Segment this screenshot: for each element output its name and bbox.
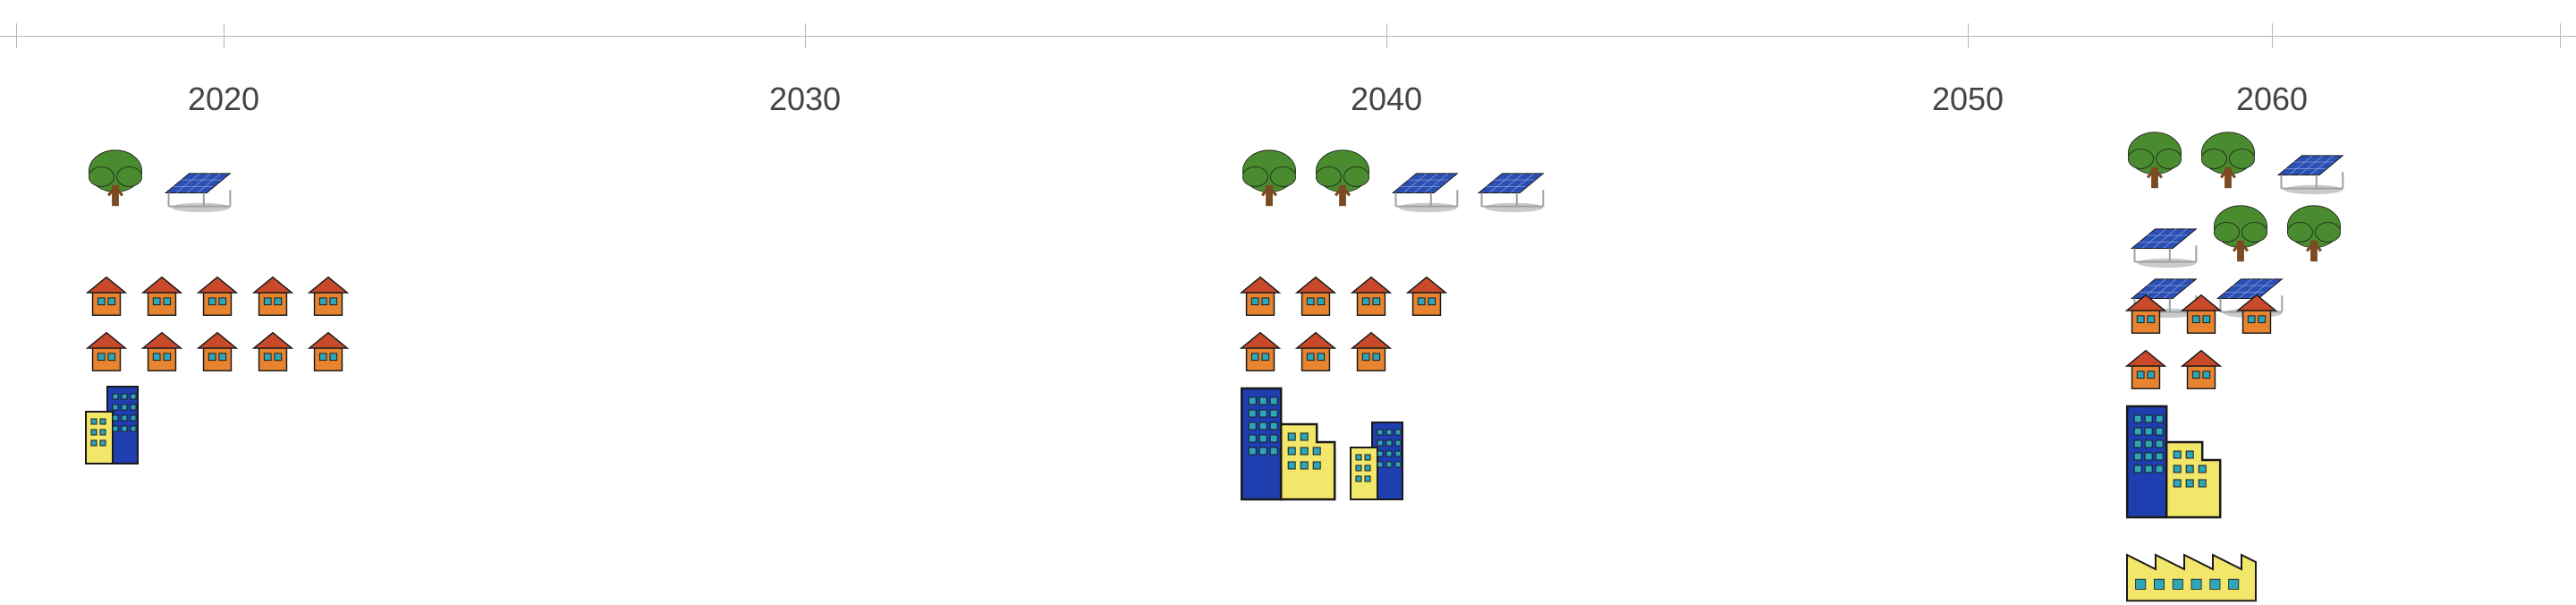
house-icon bbox=[2120, 286, 2172, 338]
year-label: 2060 bbox=[2236, 81, 2308, 118]
house-icon bbox=[2175, 342, 2227, 394]
timeline-axis bbox=[0, 36, 2576, 37]
house-icon bbox=[1234, 324, 1286, 376]
tree-icon bbox=[2279, 199, 2349, 268]
year-label: 2020 bbox=[188, 81, 259, 118]
tree-icon bbox=[2120, 125, 2190, 195]
house-icon bbox=[247, 324, 299, 376]
year-label: 2050 bbox=[1932, 81, 2004, 118]
tree-icon bbox=[1234, 143, 1304, 213]
timeline-tick bbox=[2272, 23, 2273, 48]
timeline-end-tick-right bbox=[2560, 23, 2561, 48]
house-icon bbox=[136, 324, 188, 376]
house-icon bbox=[1290, 268, 1342, 320]
building-icon bbox=[80, 379, 143, 469]
building-icon bbox=[1234, 379, 1342, 505]
solar-panel-icon bbox=[1467, 166, 1549, 213]
house-icon bbox=[2120, 342, 2172, 394]
icon-row bbox=[2120, 286, 2327, 605]
solar-panel-icon bbox=[2267, 149, 2349, 195]
house-icon bbox=[1345, 324, 1397, 376]
house-icon bbox=[80, 268, 132, 320]
house-icon bbox=[1401, 268, 1453, 320]
solar-panel-icon bbox=[2120, 222, 2202, 268]
house-icon bbox=[302, 268, 354, 320]
tree-icon bbox=[80, 143, 150, 213]
timeline-tick bbox=[224, 23, 225, 48]
year-label: 2030 bbox=[769, 81, 841, 118]
timeline-tick bbox=[1386, 23, 1387, 48]
solar-panel-icon bbox=[1381, 166, 1463, 213]
house-icon bbox=[1345, 268, 1397, 320]
timeline-tick bbox=[805, 23, 806, 48]
solar-panel-icon bbox=[154, 166, 236, 213]
icon-row bbox=[80, 268, 402, 469]
year-label: 2040 bbox=[1351, 81, 1422, 118]
tree-icon bbox=[2193, 125, 2263, 195]
tree-icon bbox=[1308, 143, 1377, 213]
timeline-end-tick-left bbox=[16, 23, 17, 48]
building-icon bbox=[1345, 415, 1408, 505]
house-icon bbox=[191, 268, 243, 320]
house-icon bbox=[302, 324, 354, 376]
factory-icon bbox=[2120, 526, 2263, 605]
icon-row bbox=[1234, 143, 1549, 213]
house-icon bbox=[2231, 286, 2283, 338]
tree-icon bbox=[2206, 199, 2275, 268]
icon-row bbox=[1234, 268, 1499, 505]
timeline-tick bbox=[1968, 23, 1969, 48]
building-icon bbox=[2120, 397, 2227, 523]
icon-row bbox=[80, 143, 236, 213]
house-icon bbox=[191, 324, 243, 376]
house-icon bbox=[80, 324, 132, 376]
house-icon bbox=[136, 268, 188, 320]
house-icon bbox=[1234, 268, 1286, 320]
house-icon bbox=[2175, 286, 2227, 338]
house-icon bbox=[247, 268, 299, 320]
house-icon bbox=[1290, 324, 1342, 376]
